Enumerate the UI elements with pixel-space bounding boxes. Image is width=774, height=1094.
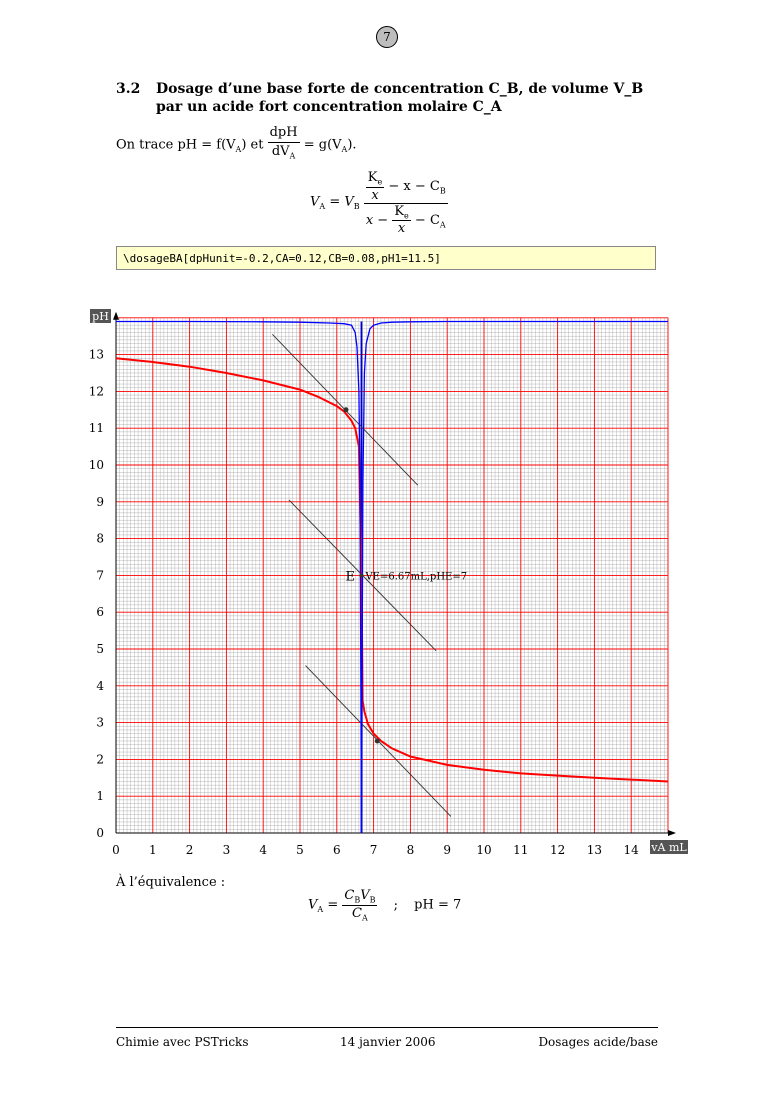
- x-tick-label: 1: [149, 843, 157, 857]
- footer-right: Dosages acide/base: [538, 1035, 658, 1049]
- ca-sub: A: [439, 219, 446, 229]
- ke-den: K: [394, 203, 405, 219]
- eq-den-sub: A: [362, 913, 368, 923]
- y-tick-label: 6: [96, 605, 104, 619]
- x-tick-label: 7: [370, 843, 378, 857]
- eq-separator: ;: [393, 897, 399, 913]
- x-tick-label: 14: [624, 843, 640, 857]
- frac-denominator: dV: [271, 144, 290, 159]
- tangent-point: [374, 738, 380, 744]
- x-tick-label: 2: [186, 843, 194, 857]
- equivalence-point: [359, 573, 364, 578]
- formula-eq: =: [329, 194, 341, 210]
- tangent-point: [343, 407, 349, 413]
- den-rest: − C: [414, 212, 440, 228]
- eq-den: C: [352, 905, 362, 921]
- eq-fraction: CBVB CA: [342, 888, 378, 923]
- x-den2: x: [397, 221, 406, 237]
- num-rest: − x − C: [388, 178, 440, 194]
- equivalence-annotation: VE=6.67mL,pHE=7: [364, 571, 467, 582]
- x-tick-label: 4: [259, 843, 267, 857]
- x-tick-label: 11: [513, 843, 528, 857]
- y-tick-label: 0: [96, 826, 104, 840]
- y-tick-label: 9: [96, 495, 104, 509]
- y-tick-label: 8: [96, 532, 104, 546]
- x-axis-arrow: [668, 830, 676, 836]
- equivalence-label: À l’équivalence :: [116, 875, 226, 890]
- eq-num1: C: [344, 888, 355, 903]
- volume-formula: VA = VB Ke x − x − CB x − Ke x − CA: [310, 168, 448, 236]
- y-axis-arrow: [113, 311, 119, 320]
- y-tick-label: 13: [89, 348, 104, 362]
- eq-num2-sub: B: [369, 895, 376, 905]
- intro-prefix: On trace pH = f(V: [116, 137, 236, 153]
- x-tick-label: 10: [476, 843, 491, 857]
- formula-vb-sub: B: [353, 202, 360, 212]
- formula-lhs: V: [310, 194, 320, 210]
- y-tick-label: 4: [96, 679, 104, 693]
- cb-sub: B: [439, 186, 446, 196]
- section-title: Dosage d’une base forte de concentration…: [156, 81, 644, 115]
- y-tick-label: 12: [89, 384, 104, 398]
- equivalence-mark: E: [345, 569, 355, 584]
- formula-vb: V: [344, 194, 354, 210]
- y-tick-label: 1: [96, 789, 104, 803]
- intro-end: ).: [347, 137, 357, 153]
- intro-suffix: = g(V: [303, 137, 342, 153]
- formula-fraction: Ke x − x − CB x − Ke x − CA: [363, 168, 448, 237]
- eq-num1-sub: B: [354, 895, 361, 905]
- footer-rule: [116, 1027, 658, 1028]
- x-tick-label: 9: [443, 843, 451, 857]
- den-x: x −: [365, 212, 389, 228]
- x-tick-label: 0: [112, 843, 120, 857]
- x-axis-label: vA mL: [650, 841, 687, 854]
- y-tick-label: 11: [89, 421, 104, 435]
- code-snippet: \dosageBA[dpHunit=-0.2,CA=0.12,CB=0.08,p…: [116, 246, 656, 270]
- y-axis-label: pH: [92, 310, 109, 323]
- derivative-fraction: dpH dVA: [267, 124, 300, 161]
- intro-mid: ) et: [241, 137, 264, 153]
- footer-center: 14 janvier 2006: [340, 1035, 436, 1049]
- eq-lhs-sub: A: [317, 905, 324, 915]
- x-tick-label: 12: [550, 843, 565, 857]
- y-tick-label: 2: [96, 752, 104, 766]
- eq-num2: V: [360, 888, 370, 903]
- eq-sign: =: [327, 897, 339, 913]
- x-label-bg: [650, 840, 688, 854]
- eq-ph: pH = 7: [414, 897, 462, 913]
- frac-numerator: dpH: [267, 124, 300, 143]
- intro-paragraph: On trace pH = f(VA) et dpH dVA = g(VA).: [116, 124, 357, 166]
- y-tick-label: 10: [89, 458, 104, 472]
- eq-lhs: V: [308, 897, 318, 913]
- ke-num: K: [367, 170, 378, 185]
- ke-den-sub: e: [404, 211, 409, 221]
- page-number: 7: [376, 26, 398, 48]
- x-tick-label: 13: [587, 843, 602, 857]
- y-tick-label: 3: [96, 716, 104, 730]
- x-den: x: [371, 187, 379, 203]
- footer-left: Chimie avec PSTricks: [116, 1035, 249, 1049]
- x-tick-label: 8: [407, 843, 415, 857]
- y-tick-label: 7: [96, 568, 104, 582]
- section-number: 3.2: [116, 81, 141, 97]
- ke-num-sub: e: [377, 177, 383, 187]
- y-tick-label: 5: [96, 642, 104, 656]
- equivalence-formula: VA = CBVB CA ; pH = 7: [308, 888, 461, 922]
- formula-lhs-sub: A: [319, 202, 326, 212]
- x-tick-label: 5: [296, 843, 304, 857]
- y-label-bg: [90, 309, 111, 323]
- derivative-curve: [116, 320, 668, 834]
- x-tick-label: 6: [333, 843, 341, 857]
- x-tick-label: 3: [223, 843, 231, 857]
